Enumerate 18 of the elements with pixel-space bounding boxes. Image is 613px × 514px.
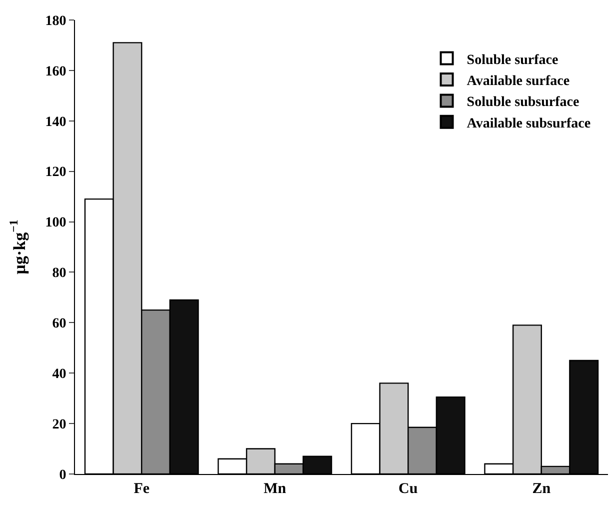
y-tick-label: 40	[52, 367, 66, 382]
y-tick-label: 20	[52, 417, 66, 432]
x-tick-label: Cu	[398, 481, 418, 497]
y-tick-label: 120	[45, 165, 66, 180]
x-tick-label: Zn	[532, 481, 552, 497]
legend-label: Available subsurface	[466, 116, 591, 132]
legend-label: Soluble surface	[466, 52, 558, 68]
y-tick-label: 100	[45, 216, 66, 231]
y-tick-label: 180	[45, 14, 66, 29]
y-tick-label: 0	[59, 468, 66, 483]
y-tick-label: 60	[52, 316, 66, 332]
x-tick-label: Fe	[134, 481, 150, 497]
legend-label: Soluble subsurface	[466, 95, 580, 110]
y-tick-label: 160	[45, 64, 66, 80]
legend-label: Available surface	[466, 74, 570, 89]
y-tick-label: 140	[45, 114, 66, 130]
y-tick-label: 80	[52, 266, 66, 282]
x-tick-label: Mn	[264, 481, 287, 497]
